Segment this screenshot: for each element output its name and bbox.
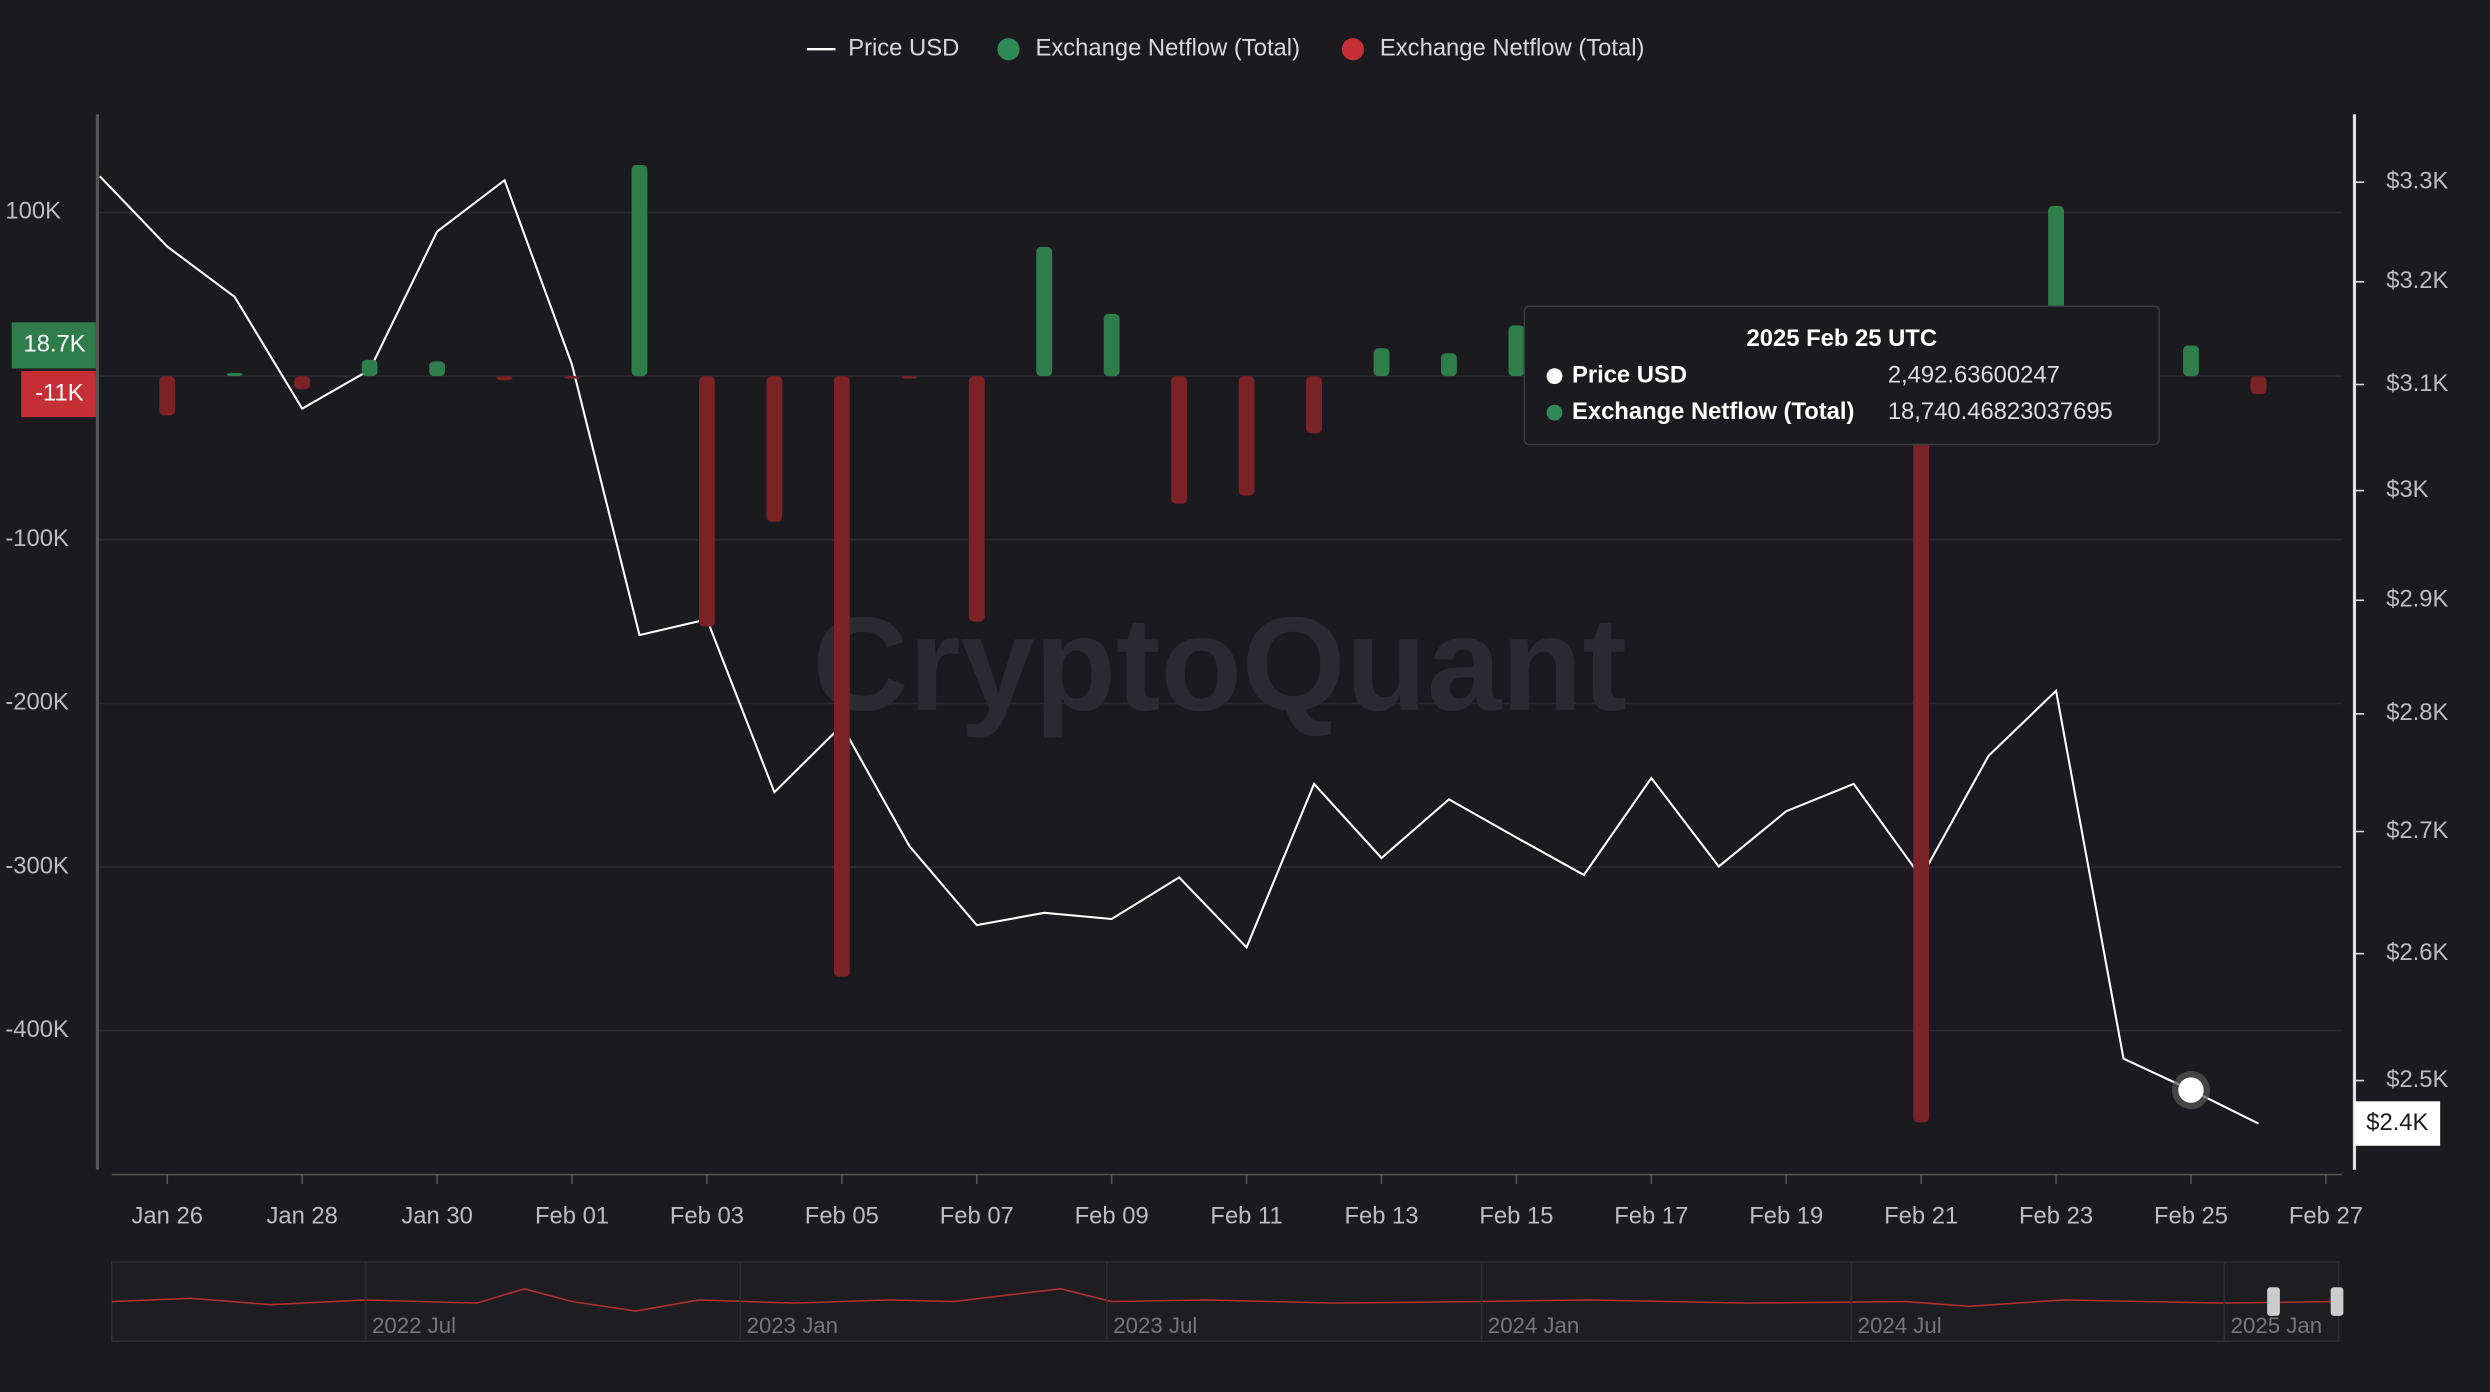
y2-tick-label: $2.9K	[2386, 586, 2448, 613]
tooltip-value: 2,492.63600247	[1888, 361, 2060, 388]
bar	[766, 376, 783, 522]
bar	[1238, 376, 1255, 496]
tooltip-box	[1523, 305, 2161, 446]
bar	[1306, 376, 1322, 434]
x-tick-label: Jan 30	[401, 1203, 472, 1230]
y2-tick-label: $2.6K	[2386, 939, 2448, 966]
bar	[564, 376, 580, 379]
y-tick-label: -200K	[5, 689, 69, 716]
x-tick-label: Feb 07	[940, 1203, 1014, 1230]
x-tick-label: Jan 26	[132, 1203, 203, 1230]
price-badge	[2354, 1101, 2441, 1146]
x-tick-label: Feb 25	[2154, 1203, 2228, 1230]
y-tick-label: 100K	[5, 198, 61, 225]
legend-label[interactable]: Price USD	[848, 34, 959, 61]
navigator[interactable]: 2022 Jul 2023 Jan 2023 Jul 2024 Jan 2024 Jul…	[110, 1261, 2344, 1343]
y2-tick-label: $3K	[2386, 476, 2428, 503]
navigator-handle[interactable]	[2330, 1287, 2344, 1316]
bar	[159, 376, 176, 416]
legend-dot	[997, 38, 1020, 61]
bar	[698, 376, 715, 627]
bar	[1913, 376, 1930, 1123]
x-tick-label: Feb 27	[2289, 1203, 2363, 1230]
bar	[968, 376, 985, 622]
y2-tick-label: $2.5K	[2386, 1066, 2448, 1093]
bar	[1508, 325, 1525, 377]
bar	[429, 361, 446, 377]
bar	[2250, 376, 2267, 395]
x-tick-label: Feb 15	[1479, 1203, 1553, 1230]
x-tick-label: Feb 09	[1075, 1203, 1149, 1230]
bar	[1036, 246, 1053, 377]
legend: Price USD Exchange Netflow (Total) Exchang…	[806, 34, 1645, 61]
marks	[99, 165, 2267, 1125]
navigator-label: 2024 Jul	[1858, 1313, 1942, 1338]
x-tick-label: Feb 13	[1344, 1203, 1418, 1230]
bar	[901, 376, 918, 379]
navigator-box	[110, 1261, 2340, 1343]
x-tick-label: Feb 01	[535, 1203, 609, 1230]
navigator-line	[111, 1288, 2339, 1312]
y-tick-label: -100K	[5, 525, 69, 552]
tooltip-label: Exchange Netflow (Total)	[1572, 398, 1855, 425]
y2-tick-label: $3.1K	[2386, 370, 2448, 397]
x-tick-label: Feb 05	[805, 1203, 879, 1230]
y2-tick-label: $3.3K	[2386, 167, 2448, 194]
x-tick-label: Jan 28	[266, 1203, 337, 1230]
tooltip-title: 2025 Feb 25 UTC	[1747, 325, 1937, 352]
navigator-label: 2025 Jan	[2231, 1313, 2322, 1338]
y2-tick-label: $2.8K	[2386, 699, 2448, 726]
value-badge	[21, 371, 96, 418]
bar	[1171, 376, 1188, 504]
y2-tick-label: $3.2K	[2386, 267, 2448, 294]
navigator-label: 2023 Jan	[747, 1313, 838, 1338]
bar	[294, 376, 311, 390]
x-tick-label: Feb 19	[1749, 1203, 1823, 1230]
navigator-label: 2022 Jul	[372, 1313, 456, 1338]
x-tick-label: Feb 03	[670, 1203, 744, 1230]
bar	[631, 165, 648, 377]
x-tick-label: Feb 23	[2019, 1203, 2093, 1230]
watermark: CryptoQuant	[812, 590, 1627, 739]
bar	[361, 359, 378, 377]
value-badge-label: -11K	[35, 379, 84, 406]
navigator-label: 2024 Jan	[1488, 1313, 1579, 1338]
tooltip-value: 18,740.46823037695	[1888, 398, 2113, 425]
bar	[226, 372, 243, 377]
hover-point	[2178, 1077, 2204, 1103]
bar	[833, 376, 850, 977]
bar	[2183, 345, 2199, 377]
value-badge-label: 18.7K	[23, 331, 85, 358]
value-badge	[11, 322, 96, 369]
x-tick-label: Feb 21	[1884, 1203, 1958, 1230]
bar	[1373, 348, 1390, 377]
tooltip-label: Price USD	[1572, 361, 1687, 388]
tooltip-dot	[1546, 368, 1563, 385]
bar	[496, 376, 513, 381]
bar	[1441, 353, 1457, 377]
y-tick-label: -300K	[5, 852, 69, 879]
legend-label[interactable]: Exchange Netflow (Total)	[1035, 34, 1300, 61]
x-tick-label: Feb 17	[1614, 1203, 1688, 1230]
tooltip-dot	[1546, 404, 1563, 421]
legend-label[interactable]: Exchange Netflow (Total)	[1380, 34, 1645, 61]
tooltip: 2025 Feb 25 UTC Price USD 2,492.63600247…	[1523, 305, 2161, 446]
price-line	[99, 175, 2259, 1125]
navigator-label: 2023 Jul	[1113, 1313, 1197, 1338]
navigator-handle[interactable]	[2267, 1287, 2280, 1316]
bar	[1103, 313, 1120, 377]
legend-dot	[1341, 38, 1365, 61]
price-badge-label: $2.4K	[2366, 1109, 2428, 1136]
x-tick-label: Feb 11	[1210, 1203, 1282, 1230]
y2-tick-label: $2.7K	[2386, 817, 2448, 844]
y-tick-label: -400K	[5, 1016, 69, 1043]
